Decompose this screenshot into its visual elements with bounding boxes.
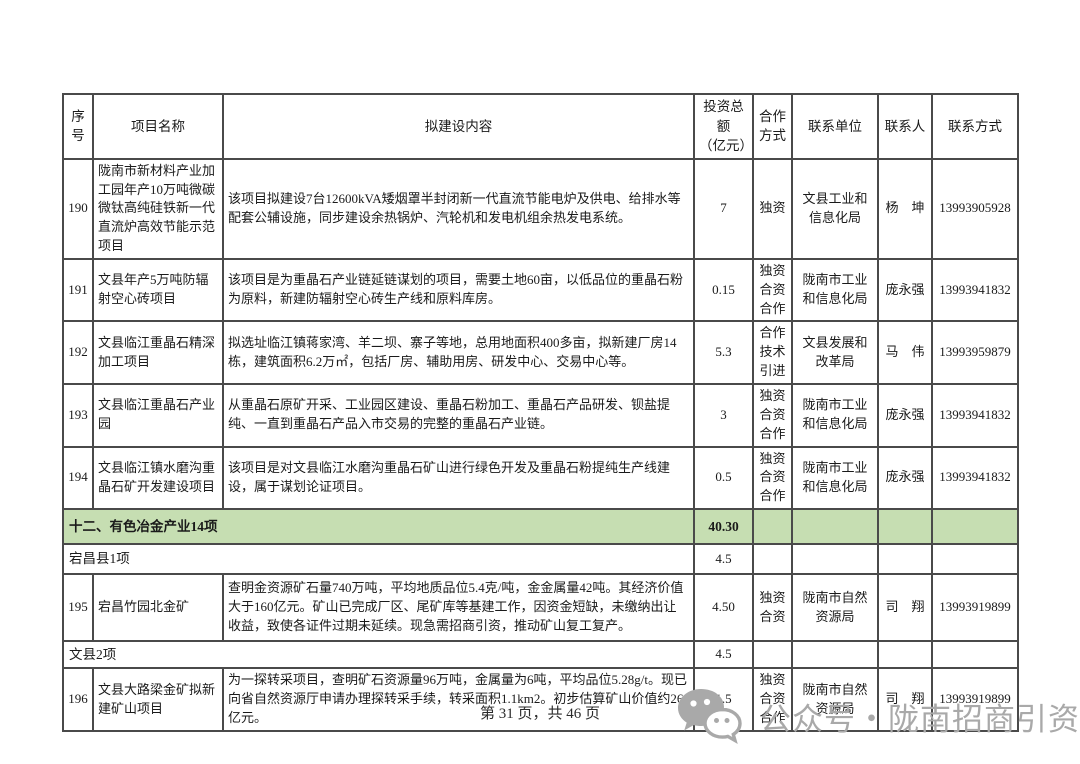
cell-phone: 13993905928 bbox=[931, 157, 1019, 260]
cell-mode: 独资合资合作 bbox=[752, 257, 793, 323]
subtotal-amount: 4.5 bbox=[693, 543, 754, 576]
cell-no: 192 bbox=[62, 320, 94, 385]
cell-person: 司 翔 bbox=[877, 667, 933, 733]
cell-unit: 文县发展和改革局 bbox=[791, 320, 879, 385]
wechat-icon bbox=[678, 689, 742, 745]
section-title: 十二、有色冶金产业14项 bbox=[62, 508, 695, 546]
cell-content: 从重晶石原矿开采、工业园区建设、重晶石粉加工、重晶石产品研发、钡盐提纯、一直到重… bbox=[222, 382, 695, 448]
col-header-unit: 联系单位 bbox=[791, 93, 879, 160]
subtotal-amount: 4.5 bbox=[693, 640, 754, 670]
cell-project-name: 陇南市新材料产业加工园年产10万吨微碳微钛高纯硅铁新一代直流炉高效节能示范项目 bbox=[92, 157, 224, 260]
project-table: 序号 项目名称 拟建设内容 投资总额 （亿元） 合作 方式 联系单位 联系人 联… bbox=[62, 93, 1019, 733]
cell-content: 该项目拟建设7台12600kVA矮烟罩半封闭新一代直流节能电炉及供电、给排水等配… bbox=[222, 157, 695, 260]
table-row-190: 190 陇南市新材料产业加工园年产10万吨微碳微钛高纯硅铁新一代直流炉高效节能示… bbox=[62, 157, 1019, 260]
col-header-no: 序号 bbox=[62, 93, 94, 160]
empty-cell bbox=[791, 508, 879, 546]
page-number: 第 31 页，共 46 页 bbox=[479, 706, 600, 722]
empty-cell bbox=[877, 508, 933, 546]
empty-cell bbox=[752, 543, 793, 576]
cell-content: 该项目是为重晶石产业链延链谋划的项目，需要土地60亩，以低品位的重晶石粉为原料，… bbox=[222, 257, 695, 323]
section-total-amount: 40.30 bbox=[693, 508, 754, 546]
col-header-mode: 合作 方式 bbox=[752, 93, 793, 160]
cell-person: 庞永强 bbox=[877, 257, 933, 323]
table-row-193: 193 文县临江重晶石产业园 从重晶石原矿开采、工业园区建设、重晶石粉加工、重晶… bbox=[62, 382, 1019, 448]
cell-no: 194 bbox=[62, 445, 94, 511]
cell-content: 为一探转采项目，查明矿石资源量96万吨，金属量为6吨，平均品位5.28g/t。现… bbox=[222, 667, 695, 733]
cell-mode: 独资合资 bbox=[752, 573, 793, 643]
empty-cell bbox=[931, 508, 1019, 546]
col-header-content: 拟建设内容 bbox=[222, 93, 695, 160]
cell-phone: 13993959879 bbox=[931, 320, 1019, 385]
cell-content: 拟选址临江镇蒋家湾、羊二坝、寨子等地，总用地面积400多亩，拟新建厂房14栋，建… bbox=[222, 320, 695, 385]
table-row-194: 194 文县临江镇水磨沟重晶石矿开发建设项目 该项目是对文县临江水磨沟重晶石矿山… bbox=[62, 445, 1019, 511]
subtotal-title: 宕昌县1项 bbox=[62, 543, 695, 576]
col-header-name: 项目名称 bbox=[92, 93, 224, 160]
subtotal-row-dangchang: 宕昌县1项 4.5 bbox=[62, 543, 1019, 576]
cell-unit: 陇南市工业和信息化局 bbox=[791, 382, 879, 448]
cell-unit: 陇南市自然资源局 bbox=[791, 667, 879, 733]
empty-cell bbox=[877, 640, 933, 670]
col-header-phone: 联系方式 bbox=[931, 93, 1019, 160]
cell-mode: 独资合资合作 bbox=[752, 667, 793, 733]
cell-amount: 3 bbox=[693, 382, 754, 448]
empty-cell bbox=[752, 508, 793, 546]
cell-unit: 陇南市工业和信息化局 bbox=[791, 445, 879, 511]
cell-phone: 13993919899 bbox=[931, 573, 1019, 643]
cell-unit: 陇南市工业和信息化局 bbox=[791, 257, 879, 323]
cell-amount: 7 bbox=[693, 157, 754, 260]
table-row-191: 191 文县年产5万吨防辐射空心砖项目 该项目是为重晶石产业链延链谋划的项目，需… bbox=[62, 257, 1019, 323]
brand-label: 公众号・陇南招商引资 bbox=[760, 701, 1080, 737]
cell-mode: 合作技术引进 bbox=[752, 320, 793, 385]
cell-phone: 13993941832 bbox=[931, 445, 1019, 511]
cell-person: 司 翔 bbox=[877, 573, 933, 643]
cell-person: 杨 坤 bbox=[877, 157, 933, 260]
empty-cell bbox=[752, 640, 793, 670]
subtotal-row-wenxian: 文县2项 4.5 bbox=[62, 640, 1019, 670]
table-row-196: 196 文县大路梁金矿拟新建矿山项目 为一探转采项目，查明矿石资源量96万吨，金… bbox=[62, 667, 1019, 733]
table-row-195: 195 宕昌竹园北金矿 查明金资源矿石量740万吨，平均地质品位5.4克/吨，金… bbox=[62, 573, 1019, 643]
cell-no: 190 bbox=[62, 157, 94, 260]
cell-content: 该项目是对文县临江水磨沟重晶石矿山进行绿色开发及重晶石粉提纯生产线建设，属于谋划… bbox=[222, 445, 695, 511]
cell-project-name: 宕昌竹园北金矿 bbox=[92, 573, 224, 643]
cell-phone: 13993919899 bbox=[931, 667, 1019, 733]
cell-unit: 文县工业和信息化局 bbox=[791, 157, 879, 260]
empty-cell bbox=[791, 543, 879, 576]
cell-content: 查明金资源矿石量740万吨，平均地质品位5.4克/吨，金金属量42吨。其经济价值… bbox=[222, 573, 695, 643]
empty-cell bbox=[931, 640, 1019, 670]
cell-phone: 13993941832 bbox=[931, 257, 1019, 323]
section-header-row: 十二、有色冶金产业14项 40.30 bbox=[62, 508, 1019, 546]
cell-mode: 独资合资合作 bbox=[752, 382, 793, 448]
cell-project-name: 文县临江镇水磨沟重晶石矿开发建设项目 bbox=[92, 445, 224, 511]
col-header-person: 联系人 bbox=[877, 93, 933, 160]
cell-person: 马 伟 bbox=[877, 320, 933, 385]
cell-amount: 0.15 bbox=[693, 257, 754, 323]
cell-amount: 5.3 bbox=[693, 320, 754, 385]
table-header-row: 序号 项目名称 拟建设内容 投资总额 （亿元） 合作 方式 联系单位 联系人 联… bbox=[62, 93, 1019, 160]
empty-cell bbox=[931, 543, 1019, 576]
cell-no: 195 bbox=[62, 573, 94, 643]
cell-person: 庞永强 bbox=[877, 382, 933, 448]
cell-no: 196 bbox=[62, 667, 94, 733]
col-header-amount: 投资总额 （亿元） bbox=[693, 93, 754, 160]
brand-footer: 公众号・陇南招商引资 bbox=[676, 686, 1080, 746]
cell-mode: 独资合资合作 bbox=[752, 445, 793, 511]
cell-project-name: 文县临江重晶石精深加工项目 bbox=[92, 320, 224, 385]
empty-cell bbox=[877, 543, 933, 576]
cell-project-name: 文县大路梁金矿拟新建矿山项目 bbox=[92, 667, 224, 733]
cell-phone: 13993941832 bbox=[931, 382, 1019, 448]
cell-project-name: 文县年产5万吨防辐射空心砖项目 bbox=[92, 257, 224, 323]
cell-unit: 陇南市自然资源局 bbox=[791, 573, 879, 643]
cell-mode: 独资 bbox=[752, 157, 793, 260]
cell-no: 193 bbox=[62, 382, 94, 448]
subtotal-title: 文县2项 bbox=[62, 640, 695, 670]
cell-project-name: 文县临江重晶石产业园 bbox=[92, 382, 224, 448]
cell-amount: 0.5 bbox=[693, 445, 754, 511]
cell-person: 庞永强 bbox=[877, 445, 933, 511]
cell-amount: 4.50 bbox=[693, 573, 754, 643]
empty-cell bbox=[791, 640, 879, 670]
cell-no: 191 bbox=[62, 257, 94, 323]
table-row-192: 192 文县临江重晶石精深加工项目 拟选址临江镇蒋家湾、羊二坝、寨子等地，总用地… bbox=[62, 320, 1019, 385]
